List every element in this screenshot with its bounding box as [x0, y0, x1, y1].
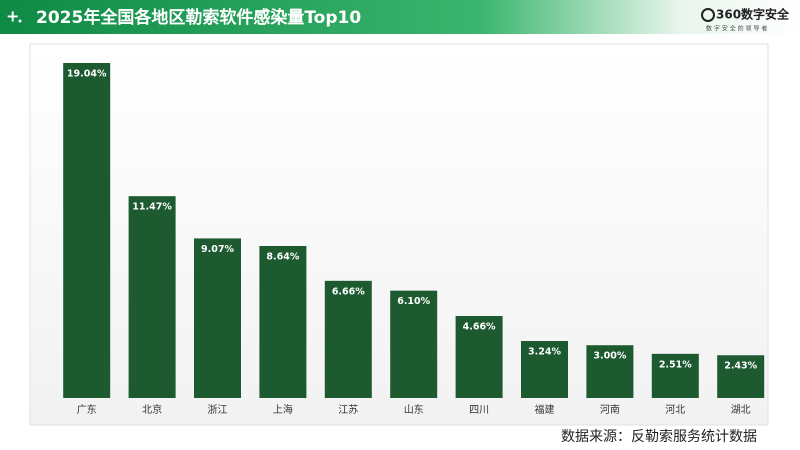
x-tick-label: 湖北: [731, 404, 751, 416]
bar: [63, 63, 111, 398]
logo-text: 360数字安全: [716, 7, 790, 22]
value-label: 11.47%: [132, 202, 172, 213]
value-label: 3.24%: [528, 346, 561, 357]
value-label: 4.66%: [463, 322, 496, 333]
header-band: [0, 0, 800, 34]
x-tick-label: 北京: [142, 403, 162, 416]
x-tick-label: 福建: [535, 403, 555, 416]
x-tick-label: 河北: [665, 404, 685, 416]
value-label: 6.66%: [332, 286, 365, 297]
value-label: 9.07%: [201, 244, 234, 255]
x-tick-label: 河南: [600, 403, 620, 416]
logo-tagline: 数 字 安 全 的 领 导 者: [706, 25, 767, 33]
value-label: 8.64%: [266, 251, 299, 262]
bar: [390, 290, 438, 398]
source-note: 数据来源：反勒索服务统计数据: [561, 428, 757, 445]
x-tick-label: 上海: [273, 403, 293, 416]
bar: [455, 316, 503, 398]
bar: [259, 245, 307, 398]
logo-icon: [701, 8, 715, 22]
value-label: 2.51%: [659, 359, 692, 370]
value-label: 3.00%: [593, 351, 626, 362]
bar: [521, 340, 568, 398]
x-tick-label: 广东: [77, 403, 97, 416]
x-tick-label: 浙江: [208, 404, 228, 416]
chart-title: 2025年全国各地区勒索软件感染量Top10: [36, 7, 361, 28]
bar: [128, 196, 176, 398]
bar: [586, 345, 634, 398]
decor-dot: [18, 19, 22, 23]
value-label: 2.43%: [724, 361, 757, 372]
bar: [194, 238, 241, 398]
value-label: 19.04%: [67, 69, 107, 80]
decor-plus: +: [6, 7, 19, 26]
x-tick-label: 江苏: [338, 403, 358, 416]
bar: [651, 353, 699, 398]
bar: [324, 280, 372, 398]
bar: [717, 355, 765, 398]
x-tick-label: 四川: [469, 405, 489, 416]
x-tick-label: 山东: [404, 403, 424, 416]
value-label: 6.10%: [397, 296, 430, 307]
